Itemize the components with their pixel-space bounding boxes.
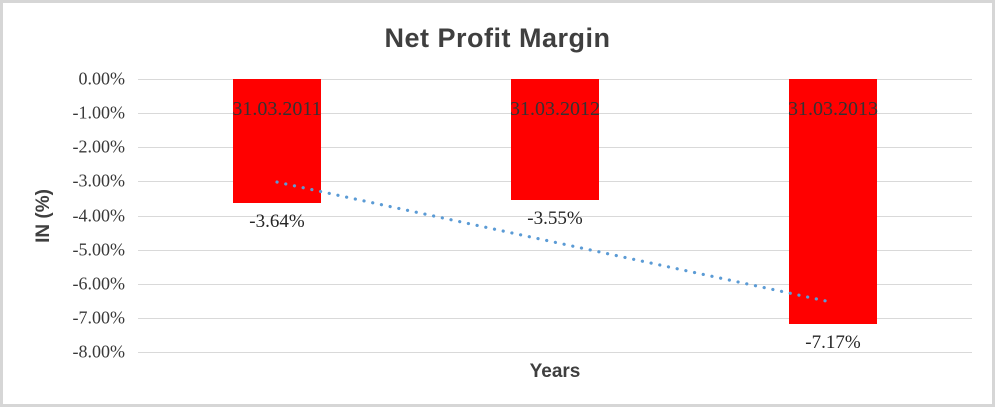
bar-category-label: 31.03.2011 [232,98,322,120]
gridline [138,215,972,217]
y-tick-label: -8.00% [72,341,126,362]
gridline [138,317,972,319]
y-tick-label: -4.00% [72,205,126,225]
x-axis-title: Years [529,361,581,382]
y-tick-label: -3.00% [72,170,126,191]
gridline [138,283,972,285]
bar [789,79,877,324]
y-tick-label: -7.00% [72,307,126,328]
trendline [275,180,835,305]
y-tick-label: 0.00% [78,68,126,89]
bar-value-label: -7.17% [805,331,861,353]
chart-title: Net Profit Margin [384,23,611,53]
y-tick-label: -6.00% [72,273,126,294]
gridline [138,249,972,251]
plot-area: 31.03.2011 -3.64% 31.03.2012 -3.55% 31.03.20… [138,79,972,353]
bar-category-label: 31.03.2013 [788,98,878,120]
y-tick-label: -2.00% [72,136,126,157]
bar [511,79,599,201]
gridline [138,352,972,353]
y-tick-label: -5.00% [72,239,126,260]
bar-value-label: -3.64% [249,211,305,233]
bar-category-label: 31.03.2012 [510,98,600,120]
y-tick-label: -1.00% [72,102,126,123]
bar-value-label: -3.55% [527,208,583,230]
